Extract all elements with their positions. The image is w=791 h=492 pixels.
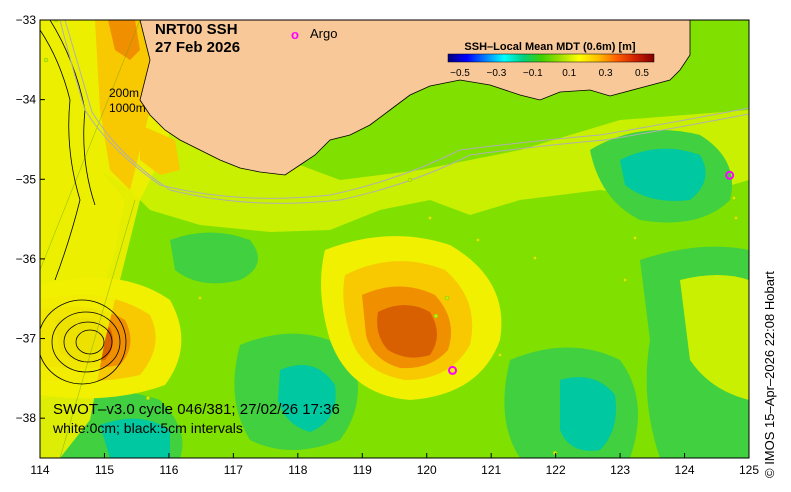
x-axis: 114 115 116 117 118 119 120 121 122 123 124 125 [30, 453, 759, 477]
imos-credit: © IMOS 15–Apr–2026 22:08 Hobart [762, 271, 777, 478]
y-tick-label: −35 [16, 172, 37, 186]
x-tick-label: 115 [95, 463, 114, 477]
map-plot-area [40, 20, 749, 458]
colorbar: SSH–Local Mean MDT (0.6m) [m] −0.5 −0.3 −0… [447, 41, 655, 79]
y-tick-label: −36 [16, 252, 37, 266]
x-tick-label: 125 [739, 463, 759, 477]
ssh-band-low-mid [170, 232, 258, 284]
colorbar-tick-label: 0.1 [562, 68, 576, 79]
y-axis: −33 −34 −35 −36 −37 −38 [16, 13, 45, 425]
colorbar-bar [447, 53, 655, 63]
argo-legend-label: Argo [310, 26, 337, 41]
footer-line-1: SWOT–v3.0 cycle 046/381; 27/02/26 17:36 [53, 401, 340, 418]
x-tick-label: 122 [546, 463, 566, 477]
argo-float-marker [725, 170, 735, 180]
argo-legend-marker: o [291, 27, 299, 42]
ssh-band-neg-ne [620, 148, 706, 201]
colorbar-tick-label: −0.1 [523, 68, 543, 79]
ssh-field [40, 20, 749, 458]
ssh-band-pos3-cape [140, 125, 180, 175]
bathymetry-contours [59, 20, 749, 204]
x-tick-label: 123 [610, 463, 630, 477]
altimetry-dots [43, 20, 739, 456]
ssh-band-pos5-center [377, 305, 437, 358]
colorbar-tick-label: 0.3 [599, 68, 613, 79]
ssh-band-neg-s [278, 365, 336, 432]
plot-frame [39, 19, 750, 459]
ssh-band-neg-se [560, 377, 616, 451]
ssh-band-neg-sw [100, 418, 170, 458]
ssh-band-pos4-shelf [108, 20, 140, 60]
x-tick-label: 117 [224, 463, 243, 477]
title-line-1: NRT00 SSH [155, 21, 238, 38]
argo-floats [448, 170, 735, 375]
colorbar-tick-label: −0.3 [487, 68, 507, 79]
swot-swath [40, 20, 141, 458]
y-tick-label: −33 [16, 13, 37, 27]
y-tick-label: −37 [16, 332, 37, 346]
colorbar-title: SSH–Local Mean MDT (0.6m) [m] [464, 41, 635, 53]
ssh-band-pos1 [40, 20, 749, 232]
x-tick-label: 121 [481, 463, 501, 477]
ssh-band-pos3-shelf [95, 20, 150, 190]
argo-float-marker [448, 365, 458, 375]
footer-line-2: white:0cm; black:5cm intervals [52, 420, 243, 436]
depth-label-1000m: 1000m [109, 101, 146, 115]
colorbar-ticks: −0.5 −0.3 −0.1 0.1 0.3 0.5 [450, 68, 649, 79]
y-tick-label: −38 [16, 411, 37, 425]
x-tick-label: 116 [159, 463, 178, 477]
colorbar-tick-label: 0.5 [635, 68, 649, 79]
ssh-band-pos1-e [680, 275, 749, 400]
x-tick-label: 119 [353, 463, 372, 477]
x-tick-label: 120 [417, 463, 437, 477]
x-tick-label: 114 [30, 463, 49, 477]
y-tick-label: −34 [16, 93, 37, 107]
title-line-2: 27 Feb 2026 [155, 39, 240, 56]
x-tick-label: 124 [675, 463, 695, 477]
x-tick-label: 118 [288, 463, 307, 477]
depth-label-200m: 200m [109, 86, 139, 100]
colorbar-tick-label: −0.5 [450, 68, 470, 79]
